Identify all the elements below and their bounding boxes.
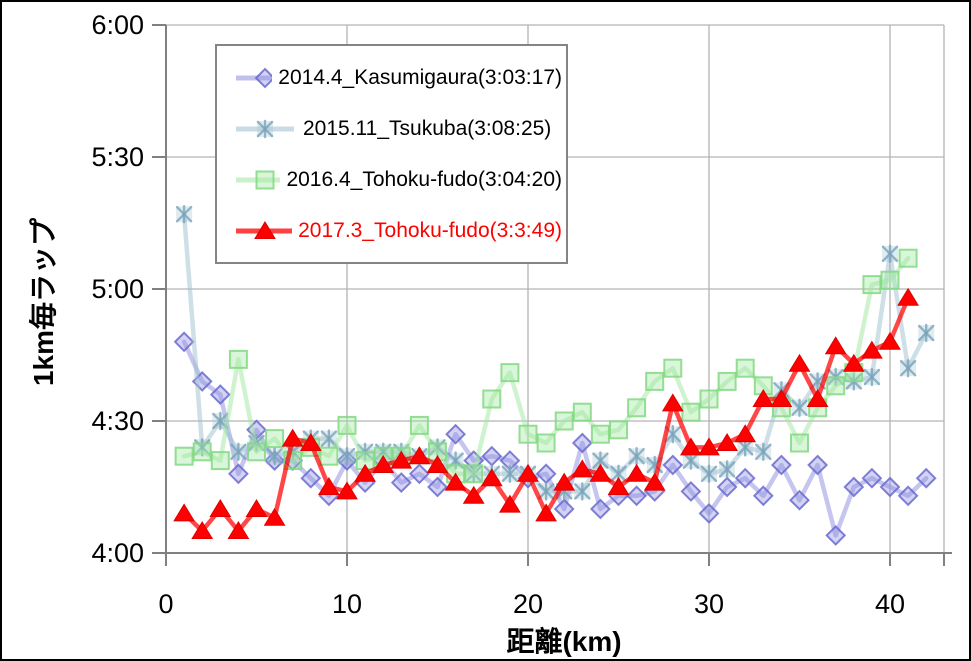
- legend-entry-2014-kasumigaura: 2014.4_Kasumigaura(3:03:17): [233, 65, 562, 91]
- legend-entry-2017-tohoku-fudo: 2017.3_Tohoku-fudo(3:3:49): [233, 218, 562, 244]
- legend-entry-2015-tsukuba: 2015.11_Tsukuba(3:08:25): [233, 116, 562, 142]
- square-marker-icon: [236, 170, 281, 189]
- legend-entry-2016-tohoku-fudo: 2016.4_Tohoku-fudo(3:04:20): [233, 167, 562, 193]
- legend-label: 2016.4_Tohoku-fudo(3:04:20): [286, 167, 562, 191]
- svg-text:5:00: 5:00: [91, 274, 144, 304]
- svg-text:4:30: 4:30: [91, 406, 144, 436]
- svg-text:5:30: 5:30: [91, 142, 144, 172]
- svg-text:30: 30: [694, 589, 724, 619]
- legend: 2014.4_Kasumigaura(3:03:17) 2015.11_Tsuk…: [215, 44, 568, 264]
- triangle-marker-icon: [236, 220, 293, 239]
- legend-label: 2017.3_Tohoku-fudo(3:3:49): [298, 218, 562, 242]
- x-axis-title: 距離(km): [506, 626, 622, 657]
- diamond-marker-icon: [236, 67, 273, 88]
- y-axis-title: 1km毎ラップ: [28, 217, 59, 387]
- svg-text:0: 0: [158, 589, 173, 619]
- svg-text:6:00: 6:00: [91, 10, 144, 40]
- legend-label: 2014.4_Kasumigaura(3:03:17): [278, 65, 562, 89]
- svg-text:10: 10: [332, 589, 362, 619]
- svg-text:20: 20: [513, 589, 543, 619]
- asterisk-marker-icon: [236, 119, 294, 138]
- legend-label: 2015.11_Tsukuba(3:08:25): [303, 116, 552, 140]
- svg-text:4:00: 4:00: [91, 538, 144, 568]
- svg-text:40: 40: [875, 589, 905, 619]
